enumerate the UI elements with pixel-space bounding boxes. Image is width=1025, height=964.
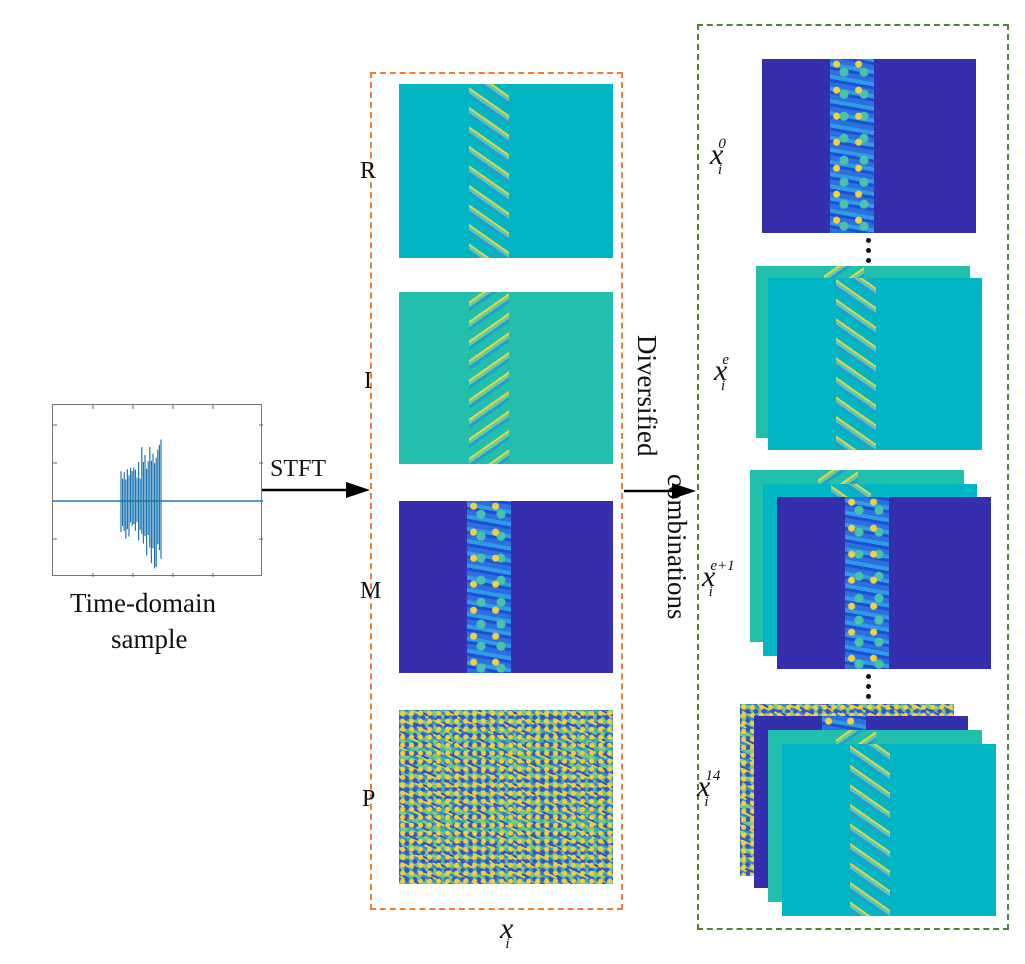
channel-label-i: I: [364, 368, 372, 394]
channel-label-r: R: [360, 158, 377, 184]
output-e-real-band: [836, 278, 876, 450]
channel-group-label: xi: [500, 912, 514, 952]
output-label-e: xei: [714, 352, 729, 394]
combination-arrow: [624, 483, 696, 499]
output-0-band: [830, 59, 874, 233]
combination-output-frame: [697, 24, 1009, 930]
output-e1-magnitude-band: [845, 497, 889, 669]
ellipsis-dot: [866, 258, 871, 263]
output-e1-superscript: e+1: [710, 558, 735, 574]
spectrogram-real: [399, 84, 613, 258]
output-0-superscript: 0: [718, 136, 726, 152]
output-e-symbol: x: [714, 354, 728, 387]
ellipsis-dot: [866, 684, 871, 689]
ellipsis-dot: [866, 248, 871, 253]
spectrogram-phase: [399, 710, 613, 884]
ellipsis-dot: [866, 674, 871, 679]
output-e-real-map: [768, 278, 982, 450]
output-14-real-band: [850, 744, 890, 916]
spectrogram-imag: [399, 292, 613, 464]
output-e1-magnitude-map: [777, 497, 991, 669]
output-e1-subscript: i: [708, 584, 713, 600]
time-domain-plot: [52, 404, 263, 577]
output-14-real-map: [782, 744, 996, 916]
output-14-subscript: i: [704, 794, 709, 810]
channel-group-subscript: i: [505, 936, 510, 952]
channel-group-symbol: x: [500, 912, 514, 945]
real-band: [469, 84, 509, 258]
stft-label: STFT: [270, 456, 327, 482]
channel-label-p: P: [362, 786, 376, 812]
signal-caption-line2: sample: [111, 624, 188, 654]
output-e-superscript: e: [722, 352, 729, 368]
output-0-symbol: x: [710, 138, 724, 171]
output-e1-symbol: x: [702, 560, 716, 593]
time-domain-waveform: [53, 405, 263, 577]
output-0-subscript: i: [717, 162, 722, 178]
spectrogram-magnitude: [399, 501, 613, 673]
output-label-e-plus-1: xe+1 i: [702, 558, 735, 600]
output-14-symbol: x: [697, 770, 711, 803]
ellipsis-dot: [866, 694, 871, 699]
channel-label-m: M: [360, 578, 382, 604]
channel-group-frame: [370, 72, 623, 910]
output-14-superscript: 14: [705, 768, 721, 784]
output-0-magnitude-map: [762, 59, 976, 233]
output-label-14: x14 i: [697, 768, 720, 810]
output-label-0: x0 i: [710, 136, 726, 178]
ellipsis-dot: [866, 238, 871, 243]
combination-label-line1: Diversified: [632, 335, 662, 457]
imag-band: [469, 292, 509, 464]
signal-caption-line1: Time-domain: [70, 588, 217, 618]
magnitude-band: [467, 501, 511, 673]
stft-arrow: [262, 482, 370, 498]
output-e-subscript: i: [721, 378, 726, 394]
